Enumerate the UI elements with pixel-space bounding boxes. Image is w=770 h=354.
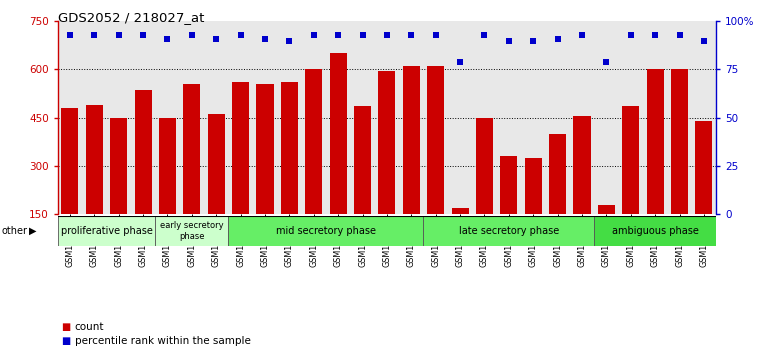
Point [112,32,125,38]
Point [454,59,466,64]
Point [478,32,490,38]
Point [551,36,564,41]
Bar [326,21,350,214]
Point [186,32,198,38]
Bar [277,21,302,214]
Bar [135,90,152,262]
Point [210,36,223,41]
Point [527,38,539,44]
Bar [622,107,639,262]
Bar [58,21,82,214]
Text: ■: ■ [62,336,71,346]
Text: other: other [2,226,28,236]
Bar [403,66,420,262]
Bar [229,216,424,246]
Text: count: count [75,322,104,332]
Bar [305,69,323,262]
Bar [204,21,229,214]
Point [380,32,393,38]
Bar [256,84,273,262]
Point [307,32,320,38]
Bar [472,21,497,214]
Text: percentile rank within the sample: percentile rank within the sample [75,336,250,346]
Bar [253,21,277,214]
Bar [545,21,570,214]
Point [137,32,149,38]
Bar [476,118,493,262]
Point [503,38,515,44]
Point [576,32,588,38]
Bar [399,21,424,214]
Bar [62,108,79,262]
Bar [131,21,156,214]
Bar [375,21,399,214]
Bar [497,21,521,214]
Bar [183,84,200,262]
Bar [618,21,643,214]
Point [234,32,246,38]
Point [357,32,369,38]
Bar [156,21,179,214]
Bar [524,158,542,262]
Bar [574,116,591,262]
Bar [424,21,448,214]
Bar [110,118,127,262]
Bar [208,114,225,262]
Bar [647,69,664,262]
Bar [302,21,326,214]
Bar [354,107,371,262]
Text: mid secretory phase: mid secretory phase [276,226,376,236]
Bar [159,118,176,262]
Point [430,32,442,38]
Bar [598,205,615,262]
Bar [549,134,566,262]
Bar [378,71,396,262]
Bar [85,105,103,262]
Bar [58,216,156,246]
Bar [594,21,618,214]
Bar [671,69,688,262]
Bar [229,21,253,214]
Text: GDS2052 / 218027_at: GDS2052 / 218027_at [58,11,204,24]
Bar [232,82,249,262]
Point [283,38,296,44]
Bar [106,21,131,214]
Point [88,32,100,38]
Bar [427,66,444,262]
Bar [179,21,204,214]
Text: late secretory phase: late secretory phase [459,226,559,236]
Text: proliferative phase: proliferative phase [61,226,152,236]
Point [649,32,661,38]
Bar [350,21,375,214]
Point [259,36,271,41]
Point [64,32,76,38]
Point [673,32,685,38]
Text: ▶: ▶ [29,226,37,236]
Point [332,32,344,38]
Bar [691,21,716,214]
Bar [451,208,469,262]
Bar [156,216,229,246]
Point [624,32,637,38]
Bar [500,156,517,262]
Bar [594,216,716,246]
Point [698,38,710,44]
Bar [424,216,594,246]
Bar [281,82,298,262]
Text: ■: ■ [62,322,71,332]
Point [161,36,173,41]
Bar [330,53,346,262]
Bar [695,121,712,262]
Text: ambiguous phase: ambiguous phase [611,226,698,236]
Point [601,59,613,64]
Bar [448,21,472,214]
Bar [643,21,668,214]
Bar [668,21,691,214]
Point [405,32,417,38]
Text: early secretory
phase: early secretory phase [160,221,223,241]
Bar [82,21,106,214]
Bar [521,21,545,214]
Bar [570,21,594,214]
